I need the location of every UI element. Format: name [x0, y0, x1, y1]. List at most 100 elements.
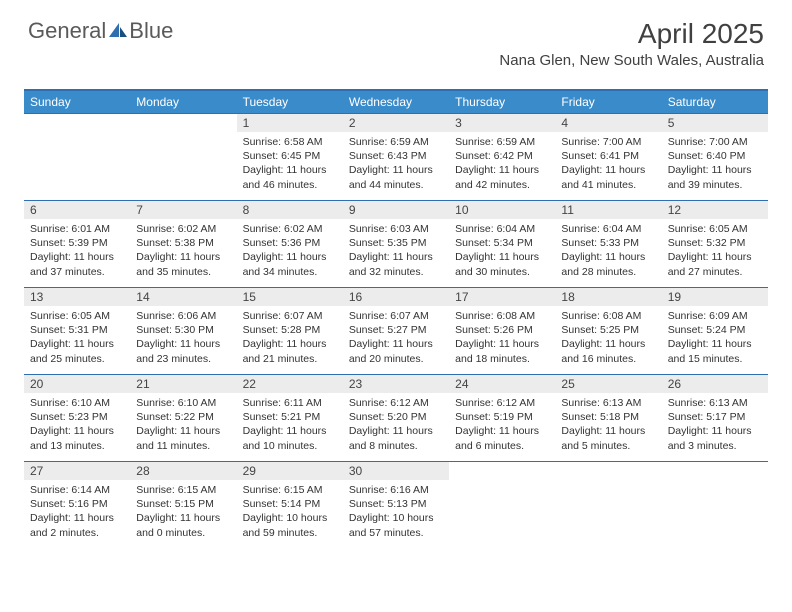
sunrise-text: Sunrise: 6:14 AM	[30, 483, 124, 497]
sunrise-text: Sunrise: 6:12 AM	[455, 396, 549, 410]
sunrise-text: Sunrise: 6:07 AM	[243, 309, 337, 323]
day1-text: Daylight: 11 hours	[30, 511, 124, 525]
day-header: Thursday	[449, 91, 555, 113]
sunset-text: Sunset: 5:39 PM	[30, 236, 124, 250]
sunset-text: Sunset: 5:14 PM	[243, 497, 337, 511]
day2-text: and 30 minutes.	[455, 265, 549, 279]
day-cell: 3Sunrise: 6:59 AMSunset: 6:42 PMDaylight…	[449, 114, 555, 200]
sunset-text: Sunset: 5:24 PM	[668, 323, 762, 337]
week-row: 6Sunrise: 6:01 AMSunset: 5:39 PMDaylight…	[24, 200, 768, 287]
day2-text: and 11 minutes.	[136, 439, 230, 453]
sunrise-text: Sunrise: 6:13 AM	[668, 396, 762, 410]
sunrise-text: Sunrise: 6:06 AM	[136, 309, 230, 323]
day-number: 2	[343, 114, 449, 132]
day2-text: and 13 minutes.	[30, 439, 124, 453]
day1-text: Daylight: 11 hours	[136, 424, 230, 438]
sunrise-text: Sunrise: 6:02 AM	[136, 222, 230, 236]
day-cell	[449, 462, 555, 548]
sunrise-text: Sunrise: 6:04 AM	[561, 222, 655, 236]
day-number: 16	[343, 288, 449, 306]
sunrise-text: Sunrise: 6:12 AM	[349, 396, 443, 410]
day-number	[130, 114, 236, 132]
sunset-text: Sunset: 5:33 PM	[561, 236, 655, 250]
day1-text: Daylight: 11 hours	[349, 424, 443, 438]
day-cell: 21Sunrise: 6:10 AMSunset: 5:22 PMDayligh…	[130, 375, 236, 461]
day1-text: Daylight: 11 hours	[243, 424, 337, 438]
sunset-text: Sunset: 5:21 PM	[243, 410, 337, 424]
week-row: 27Sunrise: 6:14 AMSunset: 5:16 PMDayligh…	[24, 461, 768, 548]
day2-text: and 15 minutes.	[668, 352, 762, 366]
sunrise-text: Sunrise: 6:13 AM	[561, 396, 655, 410]
day-cell: 24Sunrise: 6:12 AMSunset: 5:19 PMDayligh…	[449, 375, 555, 461]
week-row: 1Sunrise: 6:58 AMSunset: 6:45 PMDaylight…	[24, 113, 768, 200]
sunrise-text: Sunrise: 6:08 AM	[455, 309, 549, 323]
sunrise-text: Sunrise: 7:00 AM	[561, 135, 655, 149]
sunset-text: Sunset: 6:45 PM	[243, 149, 337, 163]
sunset-text: Sunset: 5:35 PM	[349, 236, 443, 250]
day-number	[555, 462, 661, 480]
day-cell: 17 Sunrise: 6:08 AMSunset: 5:26 PMDayligh…	[449, 288, 555, 374]
day-number: 17	[449, 288, 555, 306]
sunrise-text: Sunrise: 6:11 AM	[243, 396, 337, 410]
day1-text: Daylight: 11 hours	[561, 163, 655, 177]
day2-text: and 46 minutes.	[243, 178, 337, 192]
day-number: 7	[130, 201, 236, 219]
day2-text: and 3 minutes.	[668, 439, 762, 453]
sunset-text: Sunset: 6:40 PM	[668, 149, 762, 163]
day2-text: and 37 minutes.	[30, 265, 124, 279]
day1-text: Daylight: 11 hours	[561, 337, 655, 351]
day1-text: Daylight: 11 hours	[668, 250, 762, 264]
day-cell: 25Sunrise: 6:13 AMSunset: 5:18 PMDayligh…	[555, 375, 661, 461]
week-row: 13Sunrise: 6:05 AMSunset: 5:31 PMDayligh…	[24, 287, 768, 374]
sunrise-text: Sunrise: 6:04 AM	[455, 222, 549, 236]
day-cell: 6Sunrise: 6:01 AMSunset: 5:39 PMDaylight…	[24, 201, 130, 287]
day1-text: Daylight: 11 hours	[30, 250, 124, 264]
day1-text: Daylight: 11 hours	[136, 511, 230, 525]
day2-text: and 0 minutes.	[136, 526, 230, 540]
sunset-text: Sunset: 5:18 PM	[561, 410, 655, 424]
day-cell: 5Sunrise: 7:00 AMSunset: 6:40 PMDaylight…	[662, 114, 768, 200]
sunset-text: Sunset: 5:20 PM	[349, 410, 443, 424]
day2-text: and 18 minutes.	[455, 352, 549, 366]
day-cell	[130, 114, 236, 200]
day-number: 15	[237, 288, 343, 306]
day-number: 25	[555, 375, 661, 393]
day-number: 26	[662, 375, 768, 393]
brand-logo: General Blue	[28, 18, 173, 44]
day-cell: 28Sunrise: 6:15 AMSunset: 5:15 PMDayligh…	[130, 462, 236, 548]
day-cell: 30Sunrise: 6:16 AMSunset: 5:13 PMDayligh…	[343, 462, 449, 548]
month-title: April 2025	[499, 18, 764, 50]
day-number: 23	[343, 375, 449, 393]
brand-part2: Blue	[129, 18, 173, 44]
day1-text: Daylight: 11 hours	[668, 424, 762, 438]
day-number: 20	[24, 375, 130, 393]
day2-text: and 21 minutes.	[243, 352, 337, 366]
calendar: SundayMondayTuesdayWednesdayThursdayFrid…	[24, 89, 768, 548]
sunrise-text: Sunrise: 6:07 AM	[349, 309, 443, 323]
day2-text: and 6 minutes.	[455, 439, 549, 453]
day1-text: Daylight: 10 hours	[243, 511, 337, 525]
day1-text: Daylight: 11 hours	[455, 337, 549, 351]
sunset-text: Sunset: 5:19 PM	[455, 410, 549, 424]
day-number: 5	[662, 114, 768, 132]
day1-text: Daylight: 11 hours	[30, 337, 124, 351]
day1-text: Daylight: 11 hours	[349, 163, 443, 177]
day-number: 22	[237, 375, 343, 393]
day1-text: Daylight: 11 hours	[349, 250, 443, 264]
day-header: Monday	[130, 91, 236, 113]
sunset-text: Sunset: 5:38 PM	[136, 236, 230, 250]
day-number	[449, 462, 555, 480]
day-header: Friday	[555, 91, 661, 113]
sunset-text: Sunset: 5:17 PM	[668, 410, 762, 424]
sunset-text: Sunset: 5:28 PM	[243, 323, 337, 337]
day-cell: 29Sunrise: 6:15 AMSunset: 5:14 PMDayligh…	[237, 462, 343, 548]
day-cell: 4Sunrise: 7:00 AMSunset: 6:41 PMDaylight…	[555, 114, 661, 200]
day-cell: 8Sunrise: 6:02 AMSunset: 5:36 PMDaylight…	[237, 201, 343, 287]
sunset-text: Sunset: 5:26 PM	[455, 323, 549, 337]
sunset-text: Sunset: 6:42 PM	[455, 149, 549, 163]
day2-text: and 59 minutes.	[243, 526, 337, 540]
sunrise-text: Sunrise: 6:03 AM	[349, 222, 443, 236]
logo-sail-icon	[108, 22, 128, 40]
day-number: 18	[555, 288, 661, 306]
day-number: 24	[449, 375, 555, 393]
